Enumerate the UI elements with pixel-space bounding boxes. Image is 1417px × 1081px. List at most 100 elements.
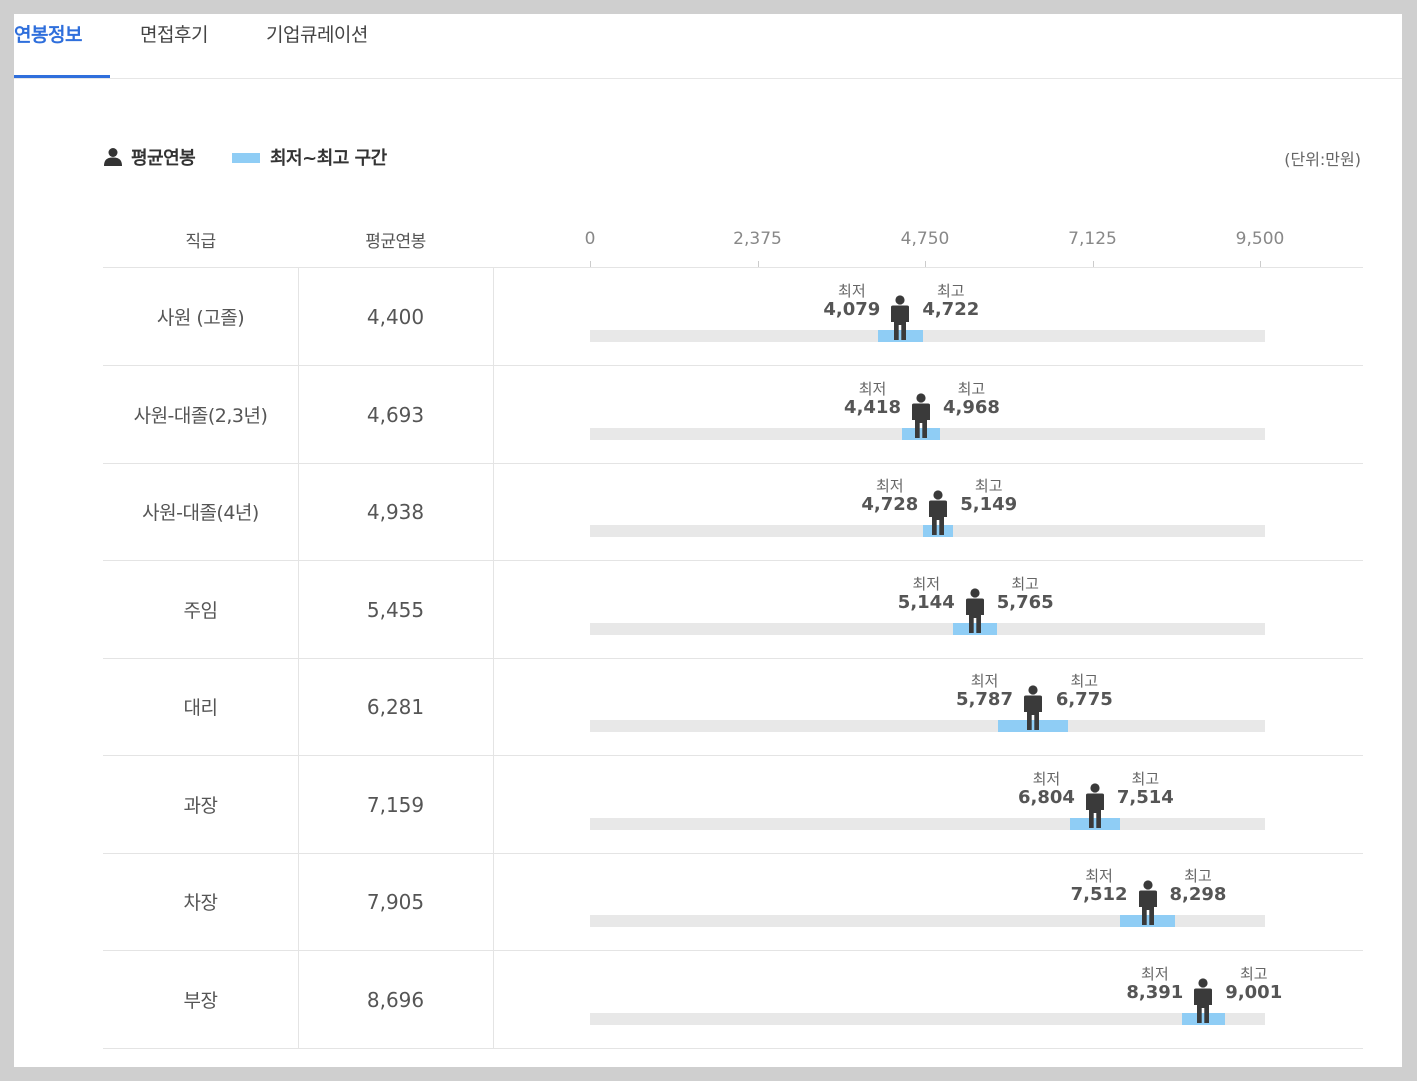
max-value: 8,298	[1169, 884, 1227, 906]
average-salary-cell: 7,159	[298, 756, 494, 853]
person-icon	[104, 148, 122, 166]
max-value: 9,001	[1225, 982, 1283, 1004]
max-caption: 최고	[974, 477, 1003, 495]
average-salary-cell: 7,905	[298, 853, 494, 950]
max-value-label: 최고 8,298	[1169, 867, 1227, 906]
table-row: 과장 7,159	[103, 756, 1363, 854]
average-salary-cell: 4,938	[298, 463, 494, 560]
min-value: 4,079	[823, 299, 881, 321]
range-swatch	[232, 153, 260, 163]
min-caption: 최저	[838, 282, 866, 300]
average-marker-icon	[926, 490, 950, 540]
average-salary-cell: 4,400	[298, 268, 494, 365]
rank-cell: 대리	[103, 658, 299, 755]
min-value-label: 최저 7,512	[1071, 867, 1128, 906]
axis-tick-mark	[757, 261, 759, 267]
rank-cell: 부장	[103, 951, 299, 1048]
salary-panel: 연봉정보 면접후기 기업큐레이션 평균연봉 최저~최고 구간 (단위:만원) 직…	[14, 14, 1402, 1067]
tab-company-curation[interactable]: 기업큐레이션	[266, 24, 368, 46]
table-row: 대리 6,281	[103, 658, 1363, 756]
range-bar	[1069, 818, 1120, 830]
max-value: 4,968	[942, 397, 1000, 419]
min-value-label: 최저 4,728	[861, 477, 919, 516]
legend-range: 최저~최고 구간	[232, 144, 387, 170]
rank-cell: 주임	[103, 561, 299, 658]
min-caption: 최저	[1032, 770, 1061, 788]
max-caption: 최고	[1011, 575, 1039, 593]
range-track	[590, 623, 1265, 635]
axis-tick-mark	[1092, 261, 1094, 267]
min-value: 5,787	[956, 689, 1013, 711]
rank-cell: 과장	[103, 756, 299, 853]
unit-label: (단위:만원)	[1284, 150, 1361, 169]
max-value: 4,722	[922, 299, 980, 321]
tab-interview-reviews[interactable]: 면접후기	[140, 24, 208, 46]
header-average: 평균연봉	[365, 232, 426, 252]
max-value-label: 최고 5,149	[960, 477, 1018, 516]
active-tab-indicator	[14, 75, 110, 78]
min-value-label: 최저 4,079	[823, 282, 881, 321]
tab-salary-info[interactable]: 연봉정보	[14, 24, 82, 46]
range-bar	[923, 525, 954, 537]
average-marker-icon	[1083, 783, 1107, 833]
rank-cell: 사원-대졸(2,3년)	[103, 366, 299, 463]
axis-tick-label: 4,750	[900, 229, 950, 249]
legend-average-label: 평균연봉	[131, 148, 196, 169]
max-value: 5,149	[960, 494, 1018, 516]
average-marker-icon	[1021, 685, 1045, 735]
min-caption: 최저	[912, 575, 941, 593]
max-caption: 최고	[957, 380, 986, 398]
min-value: 6,804	[1017, 787, 1075, 809]
range-bar	[1119, 915, 1176, 927]
axis-tick-mark	[925, 261, 926, 267]
rank-cell: 차장	[103, 853, 299, 950]
max-value: 5,765	[996, 592, 1054, 614]
table-row: 사원-대졸(4년) 4,938	[103, 463, 1363, 561]
axis-tick-label: 2,375	[733, 229, 782, 249]
legend-average: 평균연봉	[103, 144, 196, 170]
min-value-label: 최저 4,418	[844, 380, 901, 419]
max-caption: 최고	[936, 282, 965, 300]
max-value-label: 최고 4,968	[942, 380, 1000, 419]
table-row: 주임 5,455	[103, 561, 1363, 659]
range-track	[590, 818, 1265, 830]
max-value-label: 최고 5,765	[996, 575, 1054, 614]
average-marker-icon	[963, 588, 987, 638]
max-value-label: 최고 4,722	[922, 282, 980, 321]
min-caption: 최저	[1085, 867, 1113, 885]
range-track	[590, 720, 1265, 732]
min-caption: 최저	[875, 477, 904, 495]
axis-tick-label: 9,500	[1235, 229, 1285, 249]
axis-tick-mark	[590, 261, 591, 267]
min-value-label: 최저 5,787	[956, 672, 1013, 711]
min-value: 5,144	[897, 592, 955, 614]
max-caption: 최고	[1131, 770, 1160, 788]
range-bar	[901, 428, 941, 440]
table-row: 사원 (고졸) 4,400	[103, 268, 1363, 366]
tab-bar: 연봉정보 면접후기 기업큐레이션	[14, 14, 1402, 79]
max-value-label: 최고 9,001	[1225, 965, 1283, 1004]
range-bar	[952, 623, 997, 635]
average-marker-icon	[909, 393, 933, 443]
range-bar	[1181, 1013, 1225, 1025]
axis-tick-label: 7,125	[1068, 229, 1117, 249]
legend-range-label: 최저~최고 구간	[270, 148, 387, 169]
average-marker-icon	[1191, 978, 1215, 1028]
table-row: 부장 8,696	[103, 951, 1363, 1049]
axis-tick-label: 0	[584, 229, 596, 249]
range-track	[590, 915, 1265, 927]
max-value-label: 최고 6,775	[1056, 672, 1113, 711]
max-value: 7,514	[1116, 787, 1174, 809]
min-value-label: 최저 8,391	[1126, 965, 1183, 1004]
header-divider	[103, 267, 1363, 268]
min-value-label: 최저 6,804	[1017, 770, 1075, 809]
rank-cell: 사원 (고졸)	[103, 268, 299, 365]
min-caption: 최저	[1141, 965, 1169, 983]
range-bar	[877, 330, 924, 342]
axis-tick-mark	[1260, 261, 1261, 267]
table-row: 차장 7,905	[103, 853, 1363, 951]
min-value: 4,728	[861, 494, 919, 516]
min-value-label: 최저 5,144	[897, 575, 955, 614]
range-bar	[998, 720, 1068, 732]
max-caption: 최고	[1184, 867, 1212, 885]
